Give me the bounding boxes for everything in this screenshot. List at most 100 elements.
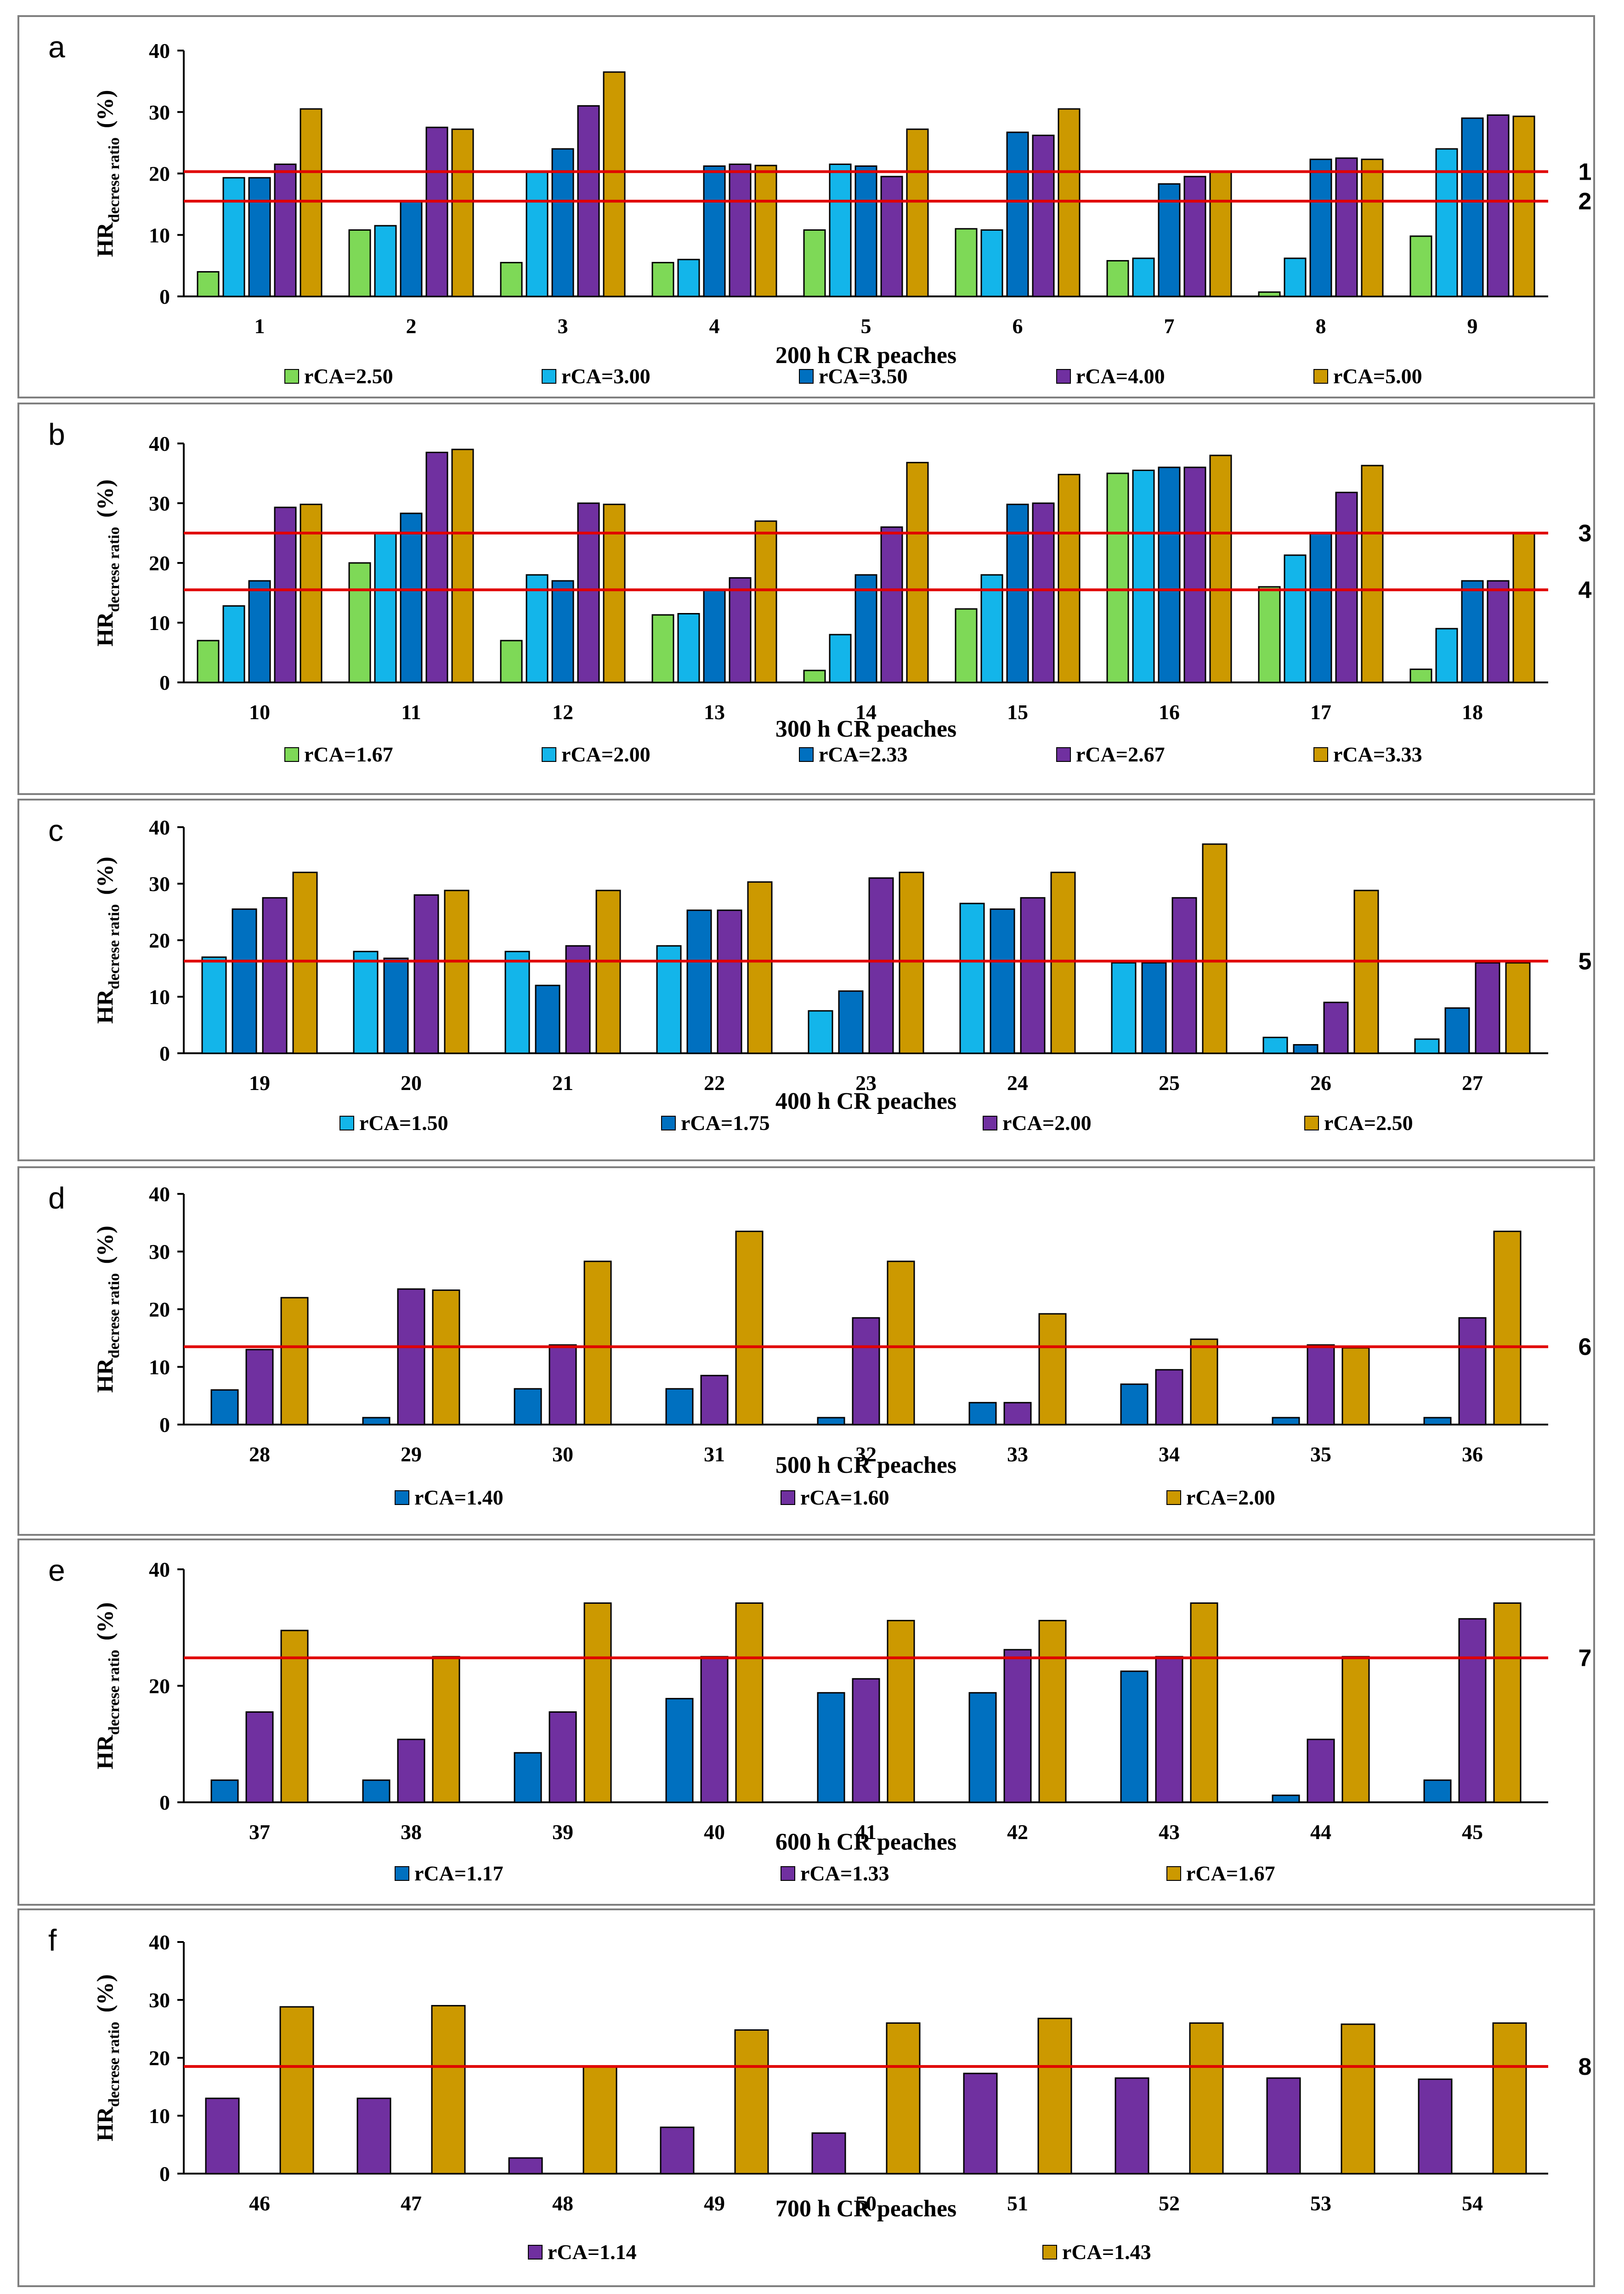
- bar: [1293, 1044, 1318, 1054]
- y-axis-label: HRdecrese ratio(%): [92, 1974, 123, 2141]
- bar: [1487, 580, 1510, 683]
- legend-label: rCA=1.75: [681, 1111, 770, 1135]
- legend-label: rCA=1.60: [800, 1486, 889, 1509]
- bar: [1037, 2017, 1072, 2175]
- bar: [887, 1620, 915, 1803]
- x-tick-label: 18: [1462, 700, 1483, 724]
- y-tick-label: 20: [149, 1298, 170, 1321]
- x-tick-label: 20: [401, 1071, 422, 1095]
- bar: [1341, 1347, 1370, 1425]
- panel-frame: [17, 799, 1595, 1161]
- x-tick-label: 27: [1462, 1071, 1483, 1095]
- bar: [1183, 176, 1206, 297]
- y-tick-label: 20: [149, 2046, 170, 2070]
- y-tick-label: 10: [149, 223, 170, 247]
- bar: [451, 449, 474, 683]
- x-tick-label: 1: [255, 314, 265, 338]
- bar: [397, 1738, 425, 1803]
- panel-letter: f: [48, 1923, 57, 1957]
- x-tick-label: 33: [1007, 1442, 1028, 1466]
- bar: [980, 574, 1003, 683]
- x-tick-label: 51: [1007, 2192, 1028, 2215]
- threshold-label: 6: [1579, 1334, 1592, 1361]
- bar: [425, 126, 448, 297]
- bar: [703, 165, 726, 297]
- panel-letter: d: [48, 1181, 65, 1215]
- bar: [1132, 470, 1155, 683]
- bar: [808, 1010, 833, 1054]
- y-tick-label: 0: [159, 2162, 170, 2186]
- bar: [362, 1779, 390, 1803]
- x-tick-label: 47: [401, 2192, 422, 2215]
- y-tick-label: 20: [149, 1675, 170, 1698]
- bar: [400, 512, 423, 683]
- bar: [549, 1344, 577, 1425]
- bar: [1058, 474, 1081, 683]
- y-tick-label: 40: [149, 1182, 170, 1206]
- bar: [963, 2073, 998, 2175]
- panel-frame: [17, 1166, 1595, 1536]
- legend-label: rCA=2.00: [561, 743, 651, 766]
- bar: [1111, 962, 1137, 1054]
- bar: [1115, 2077, 1149, 2175]
- threshold-label: 4: [1579, 577, 1592, 604]
- x-tick-label: 50: [855, 2192, 877, 2215]
- x-tick-label: 21: [552, 1071, 573, 1095]
- y-axis-label: HRdecrese ratio(%): [92, 857, 123, 1024]
- bar: [1189, 2022, 1224, 2175]
- x-tick-label: 40: [704, 1820, 725, 1844]
- x-tick-label: 10: [249, 700, 270, 724]
- chart-panel-b: b HRdecrese ratio(%) 0 10 20 30 40 10 11 12 13 14 15…: [17, 403, 1595, 795]
- y-tick-label: 40: [149, 1558, 170, 1581]
- legend-swatch: [1166, 1866, 1181, 1881]
- bar: [656, 945, 682, 1054]
- x-tick-label: 17: [1310, 700, 1331, 724]
- bar: [1032, 135, 1055, 297]
- bar: [551, 148, 574, 297]
- x-tick-label: 37: [249, 1820, 270, 1844]
- x-tick-label: 25: [1159, 1071, 1180, 1095]
- legend-swatch: [1304, 1116, 1319, 1130]
- bar: [279, 2006, 314, 2175]
- chart-panel-a: a HRdecrese ratio(%) 0 10 20 30 40 1 2 3 4 5 6 7 8 9 1 2 2…: [17, 15, 1595, 398]
- chart-panel-d: d HRdecrese ratio(%) 0 10 20 30 40 28 29 30 31 32 33…: [17, 1166, 1595, 1536]
- x-tick-label: 12: [552, 700, 573, 724]
- bar: [248, 177, 271, 297]
- legend-swatch: [542, 747, 556, 762]
- bar: [1309, 159, 1332, 297]
- bar: [1141, 962, 1167, 1054]
- bar: [565, 945, 591, 1054]
- legend-label: rCA=1.14: [548, 2240, 637, 2264]
- x-tick-label: 42: [1007, 1820, 1028, 1844]
- panel-frame: [17, 1908, 1595, 2287]
- legend-label: rCA=2.00: [1186, 1486, 1275, 1509]
- bar: [222, 177, 245, 297]
- y-axis-label: HRdecrese ratio(%): [92, 479, 123, 647]
- x-tick-label: 54: [1462, 2192, 1483, 2215]
- legend-swatch: [1313, 369, 1328, 384]
- bar: [1258, 291, 1281, 297]
- bar: [803, 229, 826, 297]
- bar: [829, 634, 852, 683]
- bar: [880, 526, 903, 683]
- bar: [444, 890, 470, 1054]
- bar: [1272, 1417, 1300, 1425]
- panel-frame: [17, 403, 1595, 795]
- bar: [677, 259, 700, 297]
- x-axis-label: 700 h CR peaches: [775, 2196, 956, 2222]
- bar: [990, 908, 1015, 1054]
- y-tick-label: 40: [149, 816, 170, 839]
- bar: [651, 614, 674, 683]
- legend-label: rCA=2.50: [1324, 1111, 1413, 1135]
- x-tick-label: 4: [709, 314, 720, 338]
- x-tick-label: 38: [401, 1820, 422, 1844]
- legend-label: rCA=4.00: [1076, 364, 1165, 388]
- bar: [1038, 1313, 1067, 1425]
- bar: [245, 1711, 274, 1803]
- bar: [968, 1402, 997, 1425]
- legend-swatch: [284, 369, 299, 384]
- bar: [1323, 1001, 1349, 1054]
- x-axis-label: 500 h CR peaches: [775, 1452, 956, 1478]
- bar: [1032, 502, 1055, 683]
- bar: [292, 871, 318, 1054]
